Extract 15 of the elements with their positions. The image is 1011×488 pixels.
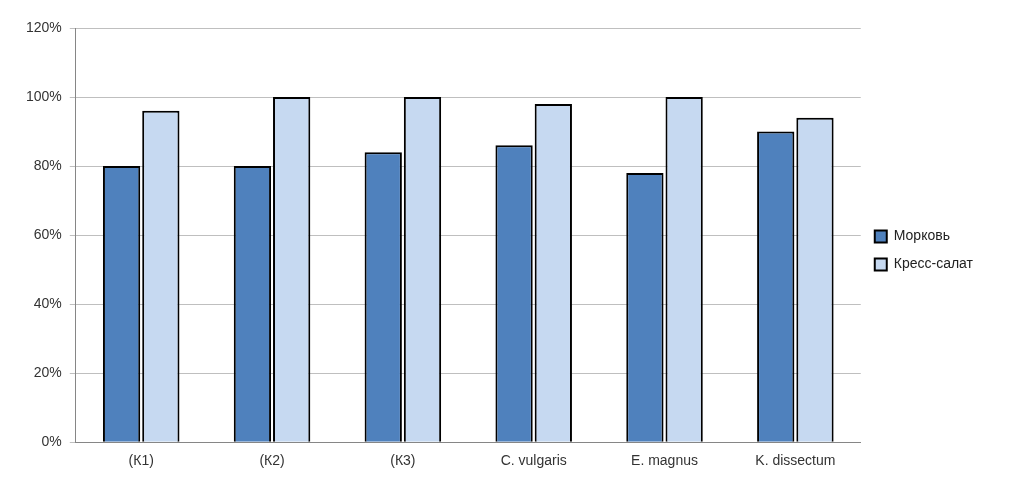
x-tick-label: (К3): [390, 452, 416, 469]
y-tick-label: 100%: [25, 87, 62, 104]
y-tick-label: 60%: [33, 225, 62, 242]
y-tick-label: 40%: [33, 294, 62, 311]
x-tick-label: (К1): [128, 452, 154, 469]
legend-label: Морковь: [893, 227, 950, 244]
legend-label: Кресс-салат: [893, 255, 974, 272]
x-tick-label: K. dissectum: [755, 452, 836, 469]
y-tick-label: 20%: [33, 364, 62, 381]
y-tick-label: 120%: [25, 18, 62, 35]
y-tick-label: 80%: [33, 156, 62, 173]
y-tick-label: 0%: [41, 433, 62, 450]
x-tick-label: E. magnus: [631, 452, 698, 469]
x-tick-label: (К2): [259, 452, 285, 469]
x-tick-label: C. vulgaris: [500, 452, 567, 469]
